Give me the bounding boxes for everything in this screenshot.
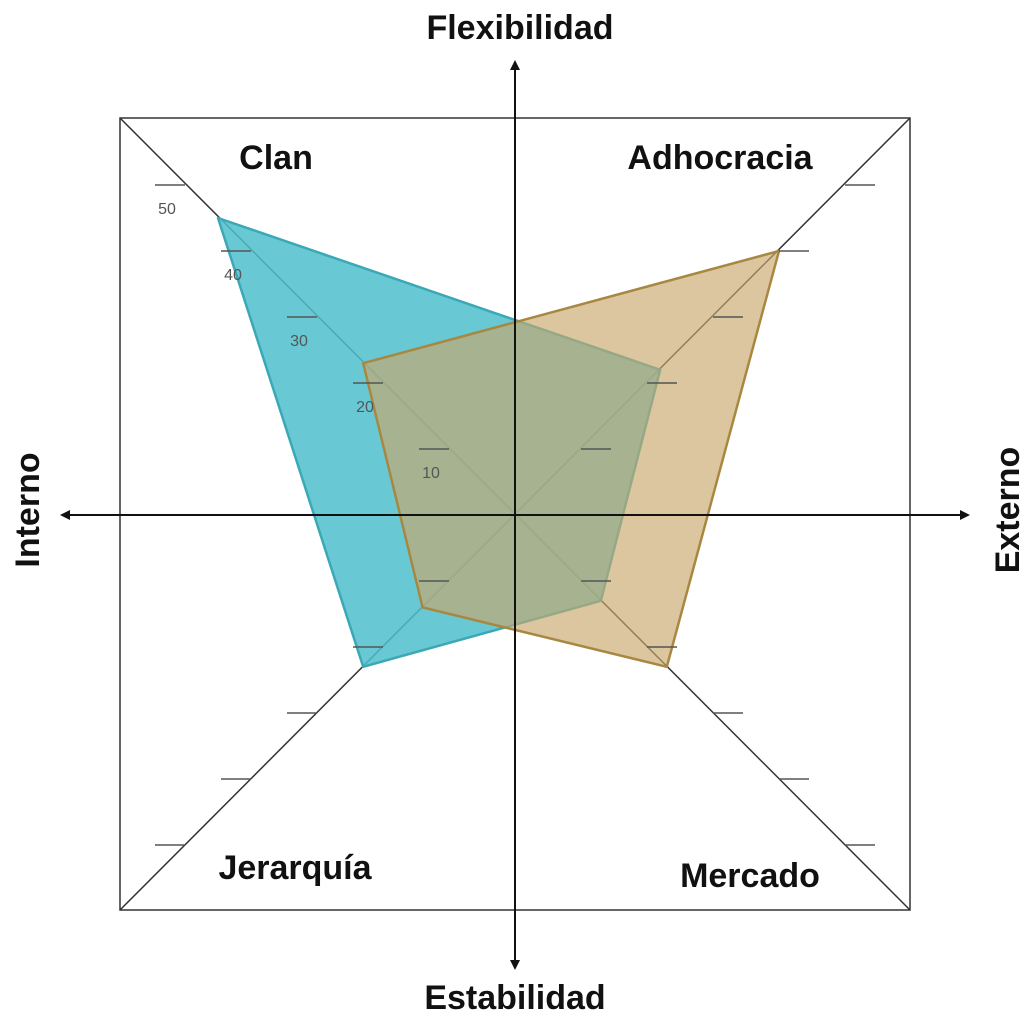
tick-label: 50	[158, 201, 176, 218]
axes	[60, 60, 970, 970]
category-label: Jerarquía	[218, 849, 372, 887]
category-label: Adhocracia	[627, 139, 813, 177]
axis-label: Estabilidad	[424, 979, 605, 1017]
axis-label: Externo	[989, 447, 1027, 574]
tick-label: 20	[356, 399, 374, 416]
axis-label: Interno	[9, 452, 47, 567]
tick-label: 40	[224, 267, 242, 284]
series-area	[361, 249, 781, 669]
category-label: Clan	[239, 139, 313, 177]
axis-label: Flexibilidad	[426, 9, 613, 47]
tick-label: 30	[290, 333, 308, 350]
tick-label: 10	[422, 465, 440, 482]
category-label: Mercado	[680, 857, 820, 895]
